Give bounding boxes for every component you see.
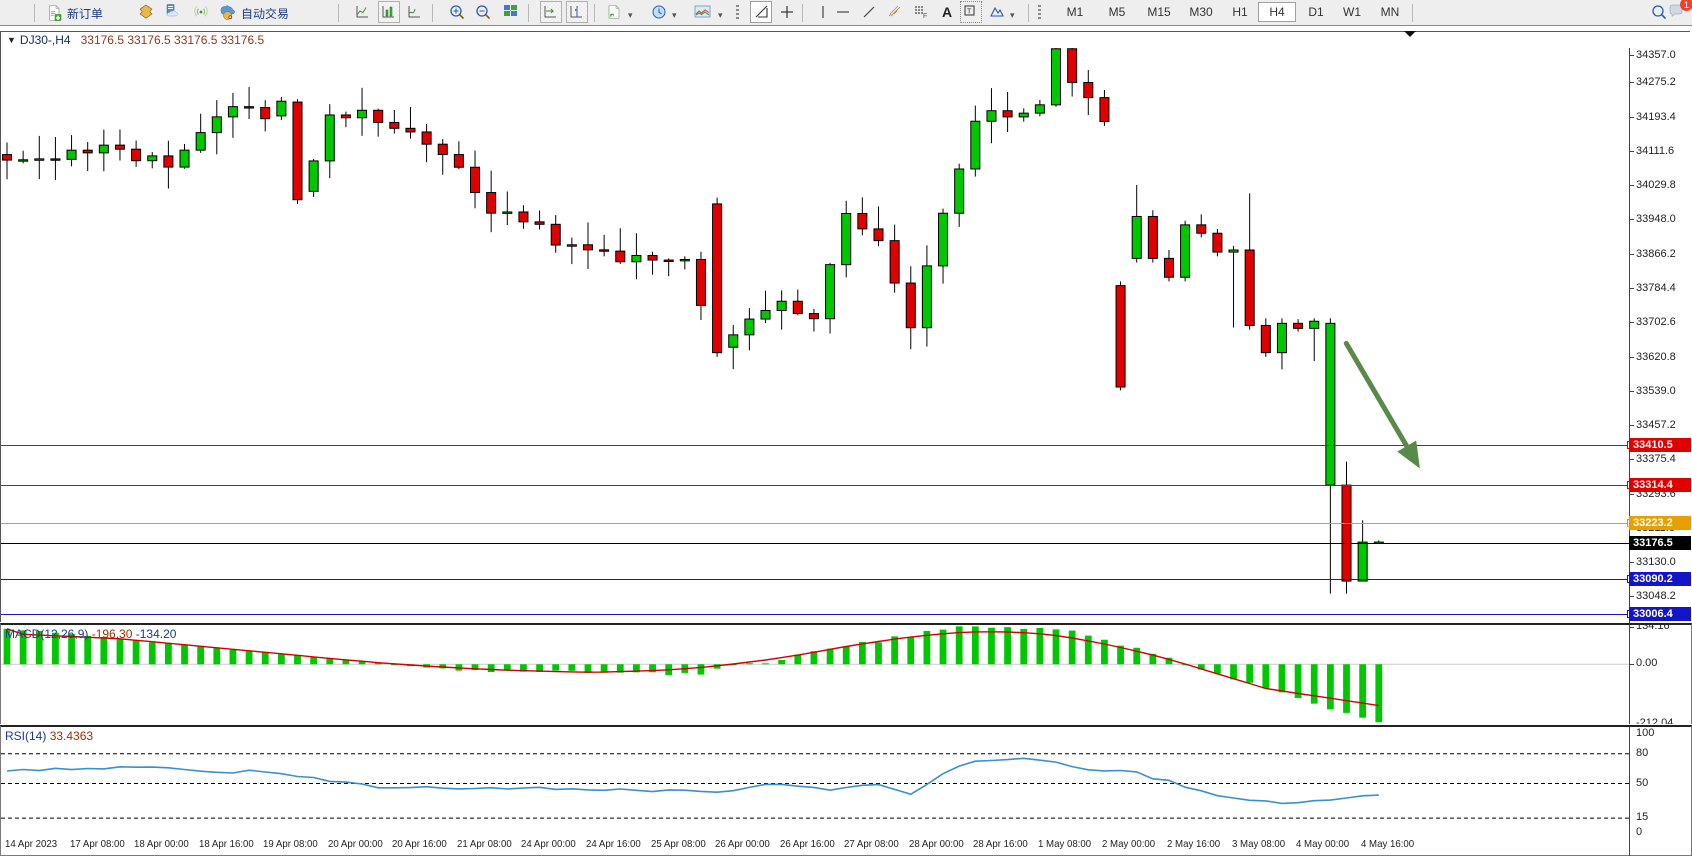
svg-text:T: T xyxy=(967,9,972,16)
svg-text:F: F xyxy=(923,13,927,20)
